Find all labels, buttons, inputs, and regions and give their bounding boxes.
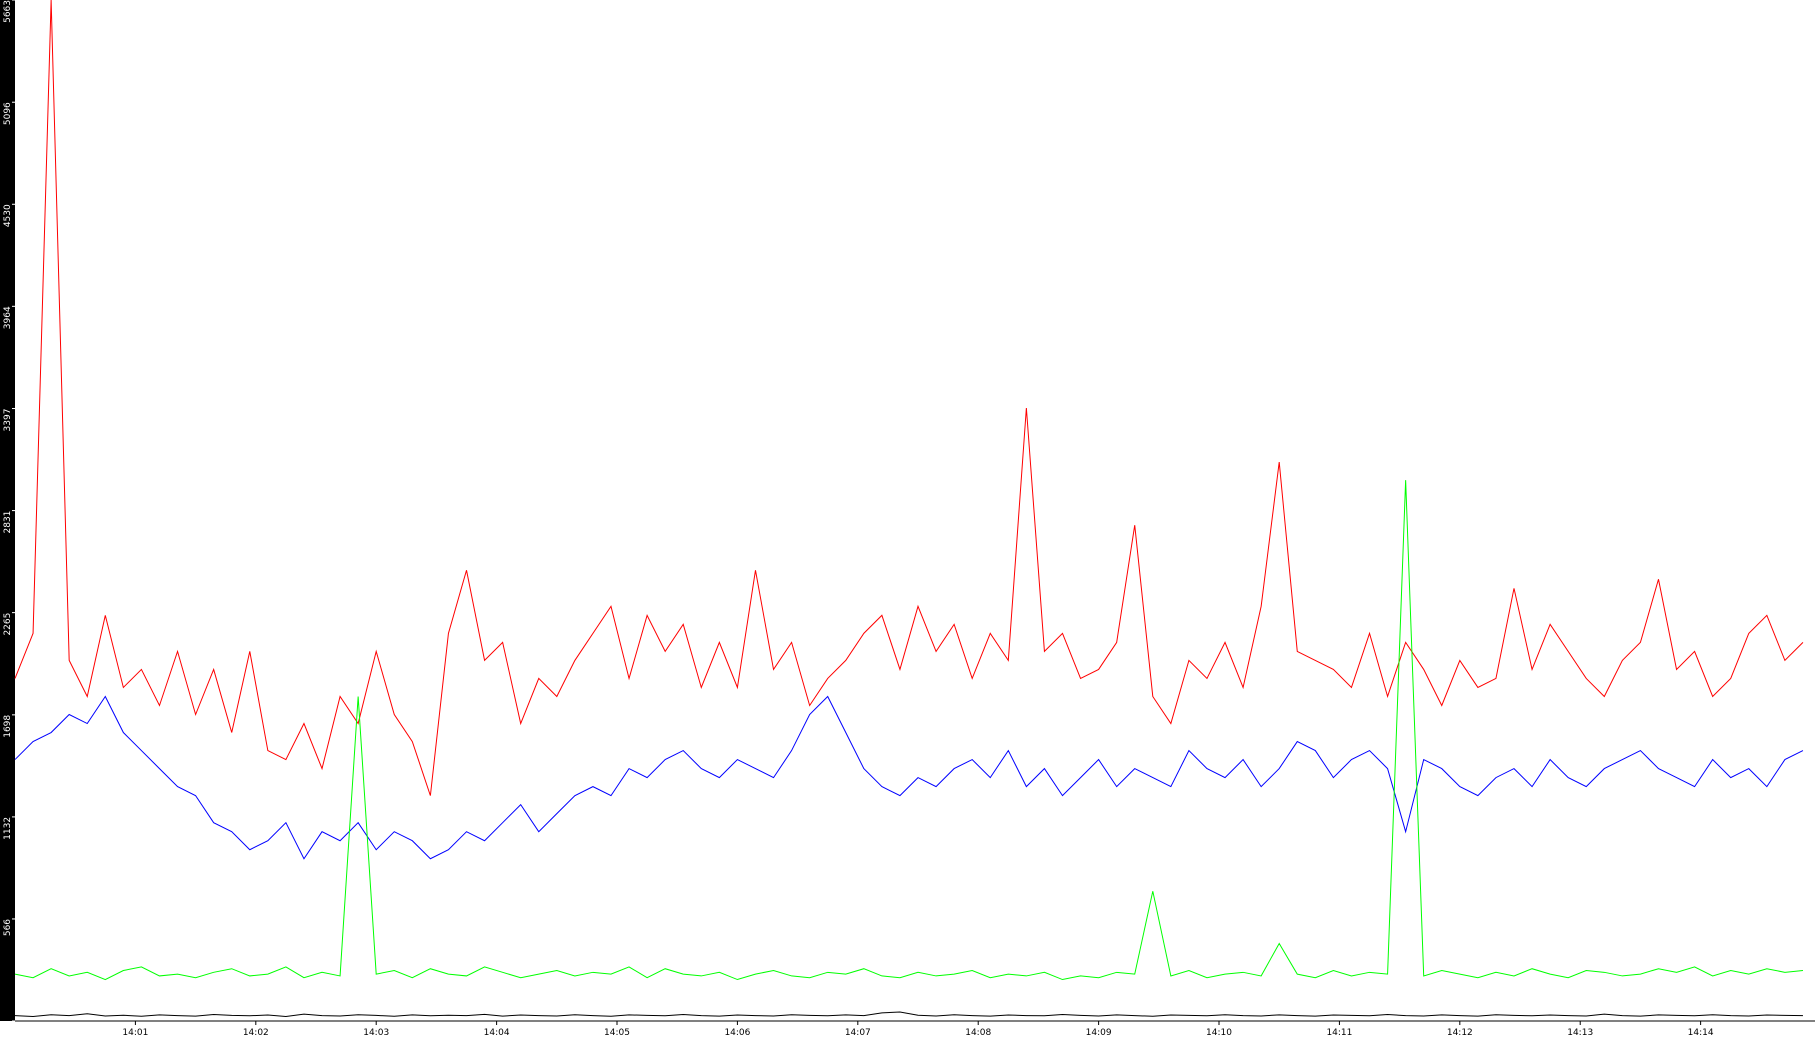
y-tick-label: 5663 [3, 0, 13, 23]
x-tick-label: 14:05 [604, 1028, 630, 1038]
y-tick-label: 566 [3, 919, 13, 936]
x-tick-label: 14:08 [965, 1028, 991, 1038]
x-tick-label: 14:04 [484, 1028, 510, 1038]
x-tick-label: 14:12 [1447, 1028, 1473, 1038]
series-line [14, 1011, 1803, 1017]
x-tick-label: 14:13 [1567, 1028, 1593, 1038]
y-tick-label: 0 [3, 1021, 13, 1027]
series-line [14, 695, 1804, 860]
x-tick-label: 14:01 [122, 1028, 148, 1038]
x-tick-label: 14:10 [1206, 1028, 1232, 1038]
x-tick-label: 14:03 [363, 1028, 389, 1038]
y-tick-label: 2265 [3, 613, 13, 636]
series-line [14, 0, 1804, 796]
y-axis-strip [0, 0, 15, 1021]
x-tick-label: 14:06 [724, 1028, 750, 1038]
y-tick-label: 4530 [3, 204, 13, 227]
y-tick-label: 1132 [3, 817, 13, 840]
x-tick-label: 14:14 [1688, 1028, 1714, 1038]
x-tick-label: 14:09 [1086, 1028, 1112, 1038]
y-tick-label: 1698 [3, 715, 13, 738]
x-tick-label: 14:11 [1326, 1028, 1352, 1038]
series-line [14, 480, 1804, 981]
y-tick-label: 5096 [3, 102, 13, 125]
y-tick-label: 2831 [3, 511, 13, 534]
x-tick-label: 14:07 [845, 1028, 871, 1038]
y-tick-label: 3397 [3, 409, 13, 432]
y-tick-label: 3964 [3, 306, 13, 329]
x-tick-label: 14:02 [243, 1028, 269, 1038]
